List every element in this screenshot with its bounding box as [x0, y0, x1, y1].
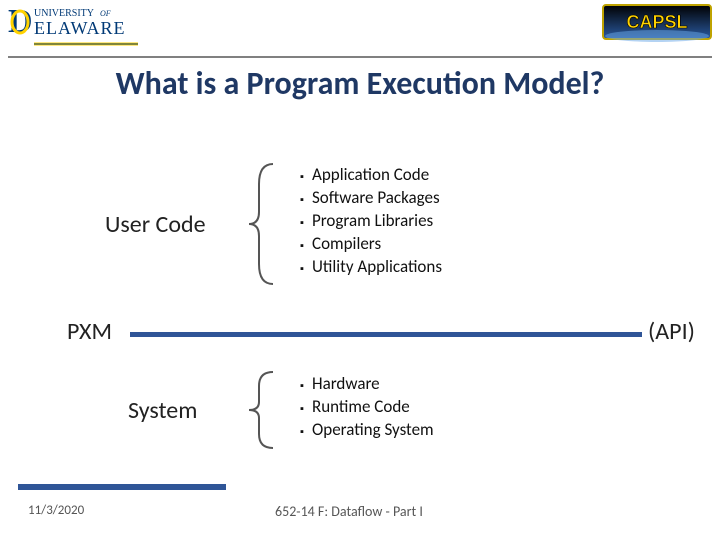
- pxm-divider-line: [130, 332, 642, 337]
- list-item: ▪Software Packages: [300, 187, 442, 210]
- user-code-label: User Code: [105, 210, 206, 239]
- list-item: ▪Utility Applications: [300, 256, 442, 279]
- bullet-icon: ▪: [300, 193, 312, 208]
- list-item: ▪Program Libraries: [300, 210, 442, 233]
- list-item: ▪Runtime Code: [300, 396, 434, 419]
- bullet-icon: ▪: [300, 239, 312, 254]
- item-text: Compilers: [312, 233, 381, 254]
- bullet-icon: ▪: [300, 379, 312, 394]
- footer-center-text: 652-14 F: Dataflow - Part I: [275, 503, 423, 520]
- page-title: What is a Program Execution Model?: [0, 64, 720, 103]
- header: D UNIVERSITY OF ELAWARE CAPSL: [0, 0, 720, 58]
- footer-date: 11/3/2020: [28, 503, 84, 518]
- list-item: ▪Hardware: [300, 373, 434, 396]
- system-bullets: ▪Hardware ▪Runtime Code ▪Operating Syste…: [300, 373, 434, 442]
- capsl-logo: CAPSL: [602, 4, 712, 47]
- list-item: ▪Compilers: [300, 233, 442, 256]
- system-label: System: [128, 396, 197, 425]
- api-label: (API): [648, 317, 695, 346]
- bullet-icon: ▪: [300, 425, 312, 440]
- item-text: Runtime Code: [312, 396, 410, 417]
- item-text: Software Packages: [312, 187, 440, 208]
- bullet-icon: ▪: [300, 402, 312, 417]
- system-brace-icon: [245, 368, 285, 457]
- pxm-label: PXM: [67, 317, 112, 346]
- item-text: Hardware: [312, 373, 380, 394]
- item-text: Utility Applications: [312, 256, 442, 277]
- ud-text-of: OF: [100, 9, 111, 18]
- list-item: ▪Operating System: [300, 419, 434, 442]
- bullet-icon: ▪: [300, 216, 312, 231]
- item-text: Operating System: [312, 419, 434, 440]
- header-divider: [8, 56, 712, 58]
- list-item: ▪Application Code: [300, 164, 442, 187]
- ud-text-main: ELAWARE: [34, 18, 126, 38]
- user-code-brace-icon: [245, 160, 285, 293]
- bullet-icon: ▪: [300, 170, 312, 185]
- item-text: Application Code: [312, 164, 429, 185]
- footer-accent-bar: [18, 484, 226, 490]
- ud-logo: D UNIVERSITY OF ELAWARE: [8, 4, 148, 57]
- user-code-bullets: ▪Application Code ▪Software Packages ▪Pr…: [300, 164, 442, 279]
- slide: D UNIVERSITY OF ELAWARE CAPSL: [0, 0, 720, 540]
- bullet-icon: ▪: [300, 262, 312, 277]
- item-text: Program Libraries: [312, 210, 433, 231]
- capsl-text: CAPSL: [626, 12, 687, 32]
